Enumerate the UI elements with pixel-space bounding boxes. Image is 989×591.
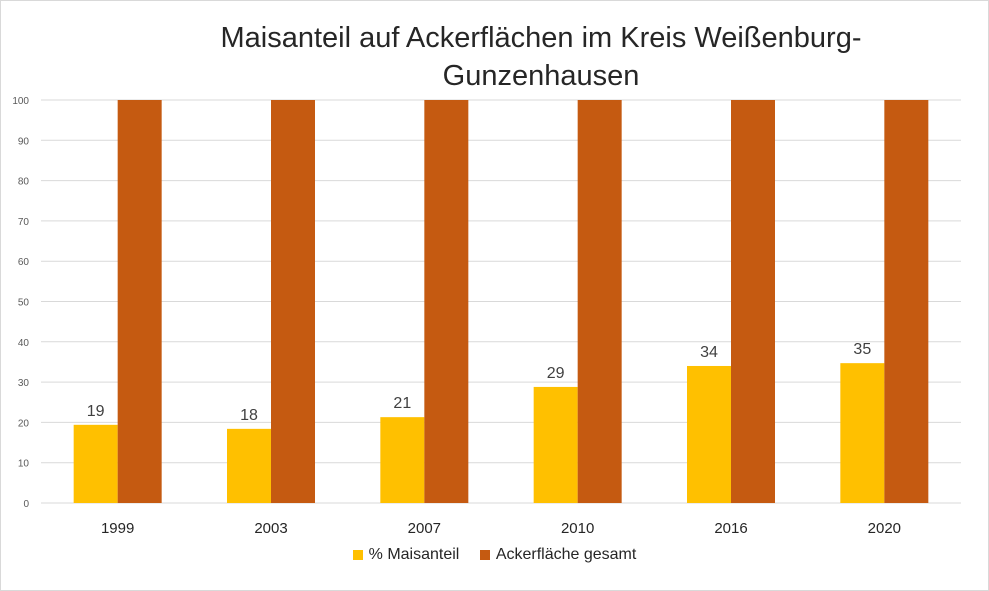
x-tick-label: 2016 xyxy=(714,520,747,537)
bar-ackerflaeche-2020 xyxy=(884,100,929,503)
data-label-2007: 21 xyxy=(393,395,411,412)
legend-swatch-maisanteil xyxy=(352,550,363,560)
y-tick-label: 20 xyxy=(18,418,30,429)
y-tick-label: 0 xyxy=(23,499,29,510)
y-tick-label: 70 xyxy=(18,217,30,228)
bar-maisanteil-2007 xyxy=(380,417,425,503)
bar-ackerflaeche-2003 xyxy=(271,100,315,503)
legend-label-maisanteil: % Maisanteil xyxy=(368,546,460,563)
legend: % Maisanteil Ackerfläche gesamt xyxy=(1,546,988,565)
x-tick-label: 2007 xyxy=(408,520,441,537)
data-label-2010: 29 xyxy=(547,365,565,382)
bar-maisanteil-2003 xyxy=(227,428,271,503)
x-tick-label: 1999 xyxy=(101,520,134,537)
y-tick-label: 60 xyxy=(18,257,30,268)
chart-title: Maisanteil auf Ackerflächen im Kreis Wei… xyxy=(201,19,881,95)
bar-maisanteil-2010 xyxy=(533,386,578,503)
y-tick-label: 50 xyxy=(18,298,30,309)
x-tick-label: 2010 xyxy=(561,520,594,537)
y-tick-label: 90 xyxy=(18,136,30,147)
x-tick-label: 2003 xyxy=(254,520,287,537)
chart-title-line-2: Gunzenhausen xyxy=(442,60,640,92)
legend-swatch-ackerflaeche xyxy=(479,550,490,560)
data-label-2016: 34 xyxy=(700,344,718,361)
bar-maisanteil-2020 xyxy=(840,363,885,503)
legend-item-maisanteil: % Maisanteil xyxy=(352,546,460,564)
data-label-2020: 35 xyxy=(853,341,871,358)
data-label-1999: 19 xyxy=(87,403,105,420)
bar-ackerflaeche-1999 xyxy=(117,100,162,503)
legend-item-ackerflaeche: Ackerfläche gesamt xyxy=(479,546,637,564)
bar-ackerflaeche-2010 xyxy=(577,100,622,503)
y-tick-label: 40 xyxy=(18,338,30,349)
y-tick-label: 10 xyxy=(18,459,30,470)
legend-label-ackerflaeche: Ackerfläche gesamt xyxy=(495,546,637,563)
chart-title-line-1: Maisanteil auf Ackerflächen im Kreis Wei… xyxy=(220,22,862,54)
bar-ackerflaeche-2016 xyxy=(731,100,775,503)
bar-maisanteil-1999 xyxy=(73,424,118,503)
y-tick-label: 80 xyxy=(18,177,30,188)
y-tick-label: 30 xyxy=(18,378,30,389)
bar-maisanteil-2016 xyxy=(687,365,731,503)
x-tick-label: 2020 xyxy=(868,520,901,537)
bar-ackerflaeche-2007 xyxy=(424,100,469,503)
data-label-2003: 18 xyxy=(240,407,258,424)
y-tick-label: 100 xyxy=(12,96,29,107)
